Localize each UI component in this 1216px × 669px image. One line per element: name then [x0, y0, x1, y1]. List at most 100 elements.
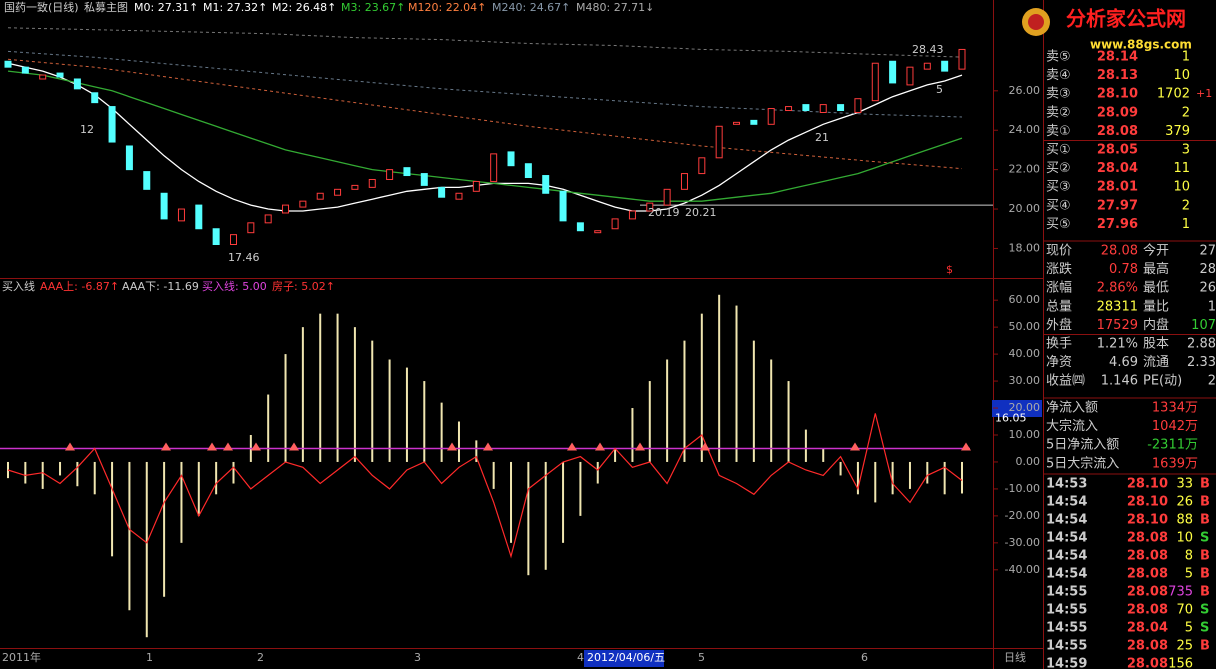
price-annotation: 21	[815, 131, 829, 144]
indicator-bar	[562, 461, 565, 543]
indicator-bar	[596, 461, 599, 484]
indicator-bar	[457, 421, 460, 462]
indicator-bar	[961, 461, 963, 494]
candle-down	[542, 175, 550, 194]
indicator-bar	[943, 461, 946, 495]
trade-price: 28.04	[1127, 621, 1168, 636]
indicator-bar	[301, 327, 304, 462]
candle-up	[455, 192, 463, 200]
ma-label: M240: 24.67↑	[492, 1, 570, 14]
indicator-bar	[232, 461, 235, 484]
date-label: 6	[861, 651, 868, 664]
signal-marker	[65, 442, 75, 451]
quote-value: 0.78	[1109, 262, 1138, 277]
indicator-bar	[145, 461, 148, 638]
quote-value: 4.69	[1109, 355, 1138, 370]
candle-up	[594, 230, 602, 234]
y-tick-label: -30.00	[1005, 536, 1040, 549]
trade-time: 14:54	[1046, 567, 1087, 582]
date-cursor-box	[584, 650, 664, 667]
flow-value: 1042万	[1152, 419, 1198, 434]
trade-price: 28.10	[1127, 477, 1168, 492]
indicator-bar	[319, 313, 322, 462]
trade-side: B	[1200, 513, 1210, 528]
trade-time: 14:55	[1046, 621, 1087, 636]
signal-marker	[483, 442, 493, 451]
indicator-bar	[371, 340, 374, 462]
trade-time: 14:53	[1046, 477, 1087, 492]
y-tick-label: 40.00	[1009, 347, 1041, 360]
quote-label: 涨幅	[1046, 281, 1072, 296]
candle-up	[368, 178, 376, 188]
price-annotation: 17.46	[228, 251, 260, 264]
signal-marker	[700, 442, 710, 451]
trade-price: 28.10	[1127, 513, 1168, 528]
indicator-bar	[770, 359, 773, 462]
stock-name: 国药一致(日线)	[4, 0, 79, 14]
trade-volume: 70	[1176, 603, 1193, 618]
candle-up	[646, 202, 654, 212]
candle-down	[941, 60, 949, 72]
book-label: 卖③	[1046, 87, 1071, 102]
indicator-bar	[787, 381, 790, 462]
candle-up	[715, 125, 723, 159]
flow-value: 1639万	[1152, 456, 1198, 471]
indicator-bar	[700, 313, 703, 462]
indicator-bar	[856, 461, 859, 495]
indicator-bar	[908, 461, 911, 489]
candle-down	[438, 186, 446, 198]
logo-url: www.88gs.com	[1090, 38, 1192, 52]
quote-value: 1.21%	[1097, 337, 1138, 352]
price-annotation: 20.19	[648, 206, 680, 219]
indicator-line	[7, 413, 963, 559]
indicator-label: AAA上: -6.87↑	[40, 280, 119, 293]
book-label: 卖④	[1046, 68, 1071, 83]
indicator-bar	[926, 461, 929, 484]
indicator-bar	[579, 461, 582, 516]
flow-label: 净流入额	[1046, 401, 1098, 416]
trade-time: 14:54	[1046, 531, 1087, 546]
y-tick-label: 30.00	[1009, 374, 1041, 387]
trade-time: 14:55	[1046, 585, 1087, 600]
indicator-bar	[718, 294, 721, 462]
candle-up	[906, 66, 914, 86]
book-volume: 2	[1182, 198, 1190, 213]
candle-down	[91, 92, 99, 104]
candle-down	[73, 78, 81, 90]
book-volume: 3	[1182, 143, 1190, 158]
candle-up	[611, 218, 619, 230]
price-annotation: 20.21	[685, 206, 717, 219]
candle-up	[854, 98, 862, 113]
quote-value: 28	[1199, 262, 1216, 277]
candle-down	[576, 222, 584, 232]
date-label: 2	[257, 651, 264, 664]
book-change: +1	[1196, 87, 1212, 100]
candle-up	[39, 74, 47, 80]
book-volume: 11	[1173, 161, 1190, 176]
candle-down	[507, 151, 515, 167]
book-price: 28.08	[1097, 124, 1138, 139]
ma-line	[7, 58, 963, 170]
candle-down	[524, 163, 532, 179]
ma-label: M2: 26.48↑	[272, 1, 336, 14]
y-tick-label: 0.00	[1016, 455, 1041, 468]
candle-down	[837, 104, 845, 112]
date-label: 3	[414, 651, 421, 664]
date-label: 1	[146, 651, 153, 664]
trade-price: 28.08	[1127, 567, 1168, 582]
indicator-label: 买入线	[2, 279, 35, 293]
indicator-bar	[804, 429, 807, 462]
book-label: 买④	[1046, 198, 1071, 213]
trade-side: B	[1200, 477, 1210, 492]
trade-time: 14:59	[1046, 657, 1087, 669]
trade-price: 28.08	[1127, 549, 1168, 564]
book-label: 卖②	[1046, 105, 1071, 120]
candle-down	[420, 173, 428, 186]
quote-label: 流通	[1143, 355, 1169, 370]
trade-time: 14:54	[1046, 549, 1087, 564]
candle-down	[750, 119, 758, 125]
candle-up	[334, 188, 342, 196]
signal-marker	[961, 442, 971, 451]
indicator-bar	[336, 313, 339, 462]
